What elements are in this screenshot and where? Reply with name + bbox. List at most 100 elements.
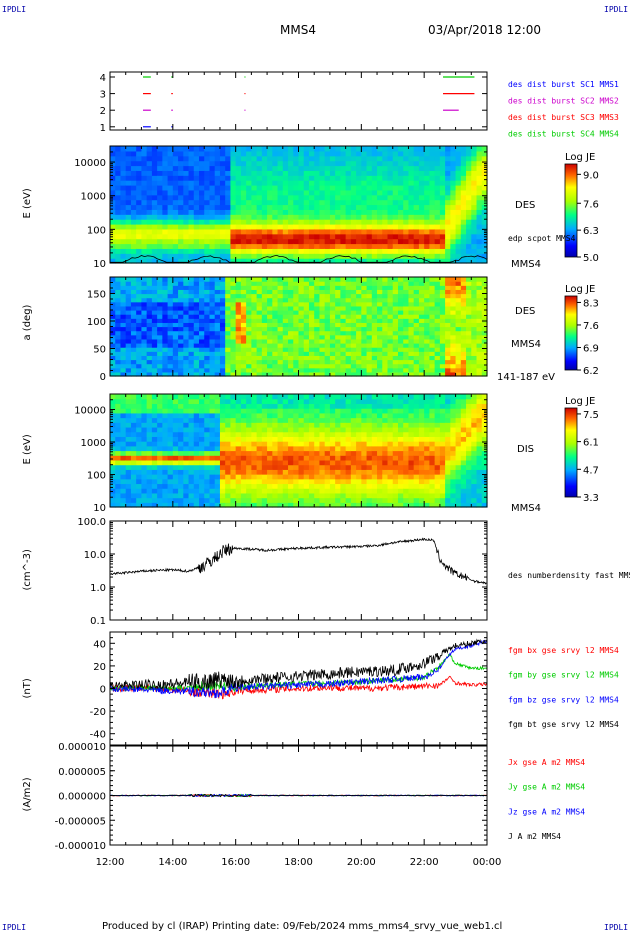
spectrogram-cell bbox=[193, 474, 200, 480]
spectrogram-cell bbox=[408, 355, 415, 361]
spectrogram-cell bbox=[361, 281, 368, 286]
spectrogram-cell bbox=[235, 464, 242, 470]
spectrogram-cell bbox=[392, 492, 399, 499]
spectrogram-cell bbox=[130, 243, 137, 249]
spectrogram-cell bbox=[366, 412, 373, 419]
spectrogram-cell bbox=[251, 450, 258, 456]
spectrogram-cell bbox=[151, 426, 158, 433]
spectrogram-cell bbox=[130, 194, 137, 201]
spectrogram-cell bbox=[193, 403, 200, 409]
spectrogram-cell bbox=[439, 347, 446, 352]
spectrogram-cell bbox=[434, 219, 441, 225]
spectrogram-cell bbox=[387, 277, 394, 282]
spectrogram-cell bbox=[413, 318, 420, 323]
spectrogram-cell bbox=[429, 305, 436, 311]
spectrogram-cell bbox=[235, 165, 242, 171]
spectrogram-cell bbox=[434, 318, 441, 323]
spectrogram-cell bbox=[314, 347, 321, 352]
spectrogram-cell bbox=[471, 155, 478, 162]
spectrogram-cell bbox=[293, 408, 300, 414]
spectrogram-cell bbox=[162, 502, 169, 508]
spectrogram-cell bbox=[366, 233, 373, 240]
spectrogram-cell bbox=[162, 214, 169, 220]
spectrogram-cell bbox=[214, 277, 221, 282]
spectrogram-cell bbox=[209, 258, 216, 264]
spectrogram-cell bbox=[324, 170, 331, 176]
spectrogram-cell bbox=[272, 310, 279, 315]
spectrogram-cell bbox=[199, 175, 205, 181]
spectrogram-cell bbox=[172, 464, 179, 470]
spectrogram-cell bbox=[424, 301, 431, 307]
spectrogram-cell bbox=[382, 455, 389, 461]
spectrogram-cell bbox=[282, 228, 289, 235]
spectrogram-cell bbox=[261, 394, 268, 400]
spectrogram-cell bbox=[450, 343, 457, 348]
spectrogram-cell bbox=[157, 160, 163, 167]
spectrogram-cell bbox=[298, 478, 305, 485]
spectrogram-cell bbox=[314, 238, 321, 245]
spectrogram-cell bbox=[151, 403, 158, 409]
spectrogram-cell bbox=[214, 488, 221, 494]
spectrogram-cell bbox=[387, 318, 394, 323]
spectrogram-cell bbox=[397, 478, 404, 485]
spectrogram-cell bbox=[413, 297, 420, 303]
spectrogram-cell bbox=[240, 363, 247, 369]
spectrogram-cell bbox=[261, 204, 268, 210]
spectrogram-cell bbox=[120, 214, 127, 220]
spectrogram-cell bbox=[439, 497, 446, 503]
spectrogram-cell bbox=[424, 441, 431, 447]
spectrogram-cell bbox=[130, 363, 137, 369]
spectrogram-cell bbox=[157, 180, 163, 186]
spectrogram-cell bbox=[298, 258, 305, 264]
spectrogram-cell bbox=[125, 209, 132, 215]
spectrogram-cell bbox=[225, 305, 232, 311]
spectrogram-cell bbox=[387, 224, 394, 230]
spectrogram-cell bbox=[329, 297, 336, 303]
spectrogram-cell bbox=[445, 253, 451, 259]
spectrogram-cell bbox=[230, 305, 237, 311]
spectrogram-cell bbox=[230, 318, 237, 323]
spectrogram-cell bbox=[335, 189, 341, 196]
spectrogram-cell bbox=[408, 258, 415, 264]
spectrogram-cell bbox=[204, 277, 211, 282]
spectrogram-cell bbox=[246, 455, 252, 461]
spectrogram-cell bbox=[377, 301, 383, 307]
spectrogram-cell bbox=[230, 351, 237, 356]
spectrogram-cell bbox=[418, 464, 425, 470]
spectrogram-cell bbox=[110, 371, 116, 377]
spectrogram-cell bbox=[418, 398, 425, 405]
spectrogram-cell bbox=[277, 417, 284, 423]
spectrogram-cell bbox=[230, 436, 237, 442]
spectrogram-cell bbox=[214, 170, 221, 176]
spectrogram-cell bbox=[157, 194, 163, 201]
spectrogram-cell bbox=[439, 455, 446, 461]
spectrogram-cell bbox=[277, 367, 284, 373]
spectrogram-cell bbox=[345, 502, 352, 508]
spectrogram-cell bbox=[434, 422, 441, 428]
spectrogram-cell bbox=[193, 343, 200, 348]
spectrogram-cell bbox=[277, 146, 284, 152]
spectrogram-cell bbox=[397, 297, 404, 303]
spectrogram-cell bbox=[219, 189, 226, 196]
spectrogram-cell bbox=[397, 170, 404, 176]
spectrogram-cell bbox=[366, 281, 373, 286]
spectrogram-cell bbox=[371, 209, 378, 215]
spectrogram-cell bbox=[366, 243, 373, 249]
spectrogram-cell bbox=[256, 189, 263, 196]
spectrogram-cell bbox=[445, 243, 451, 249]
spectrogram-cell bbox=[188, 492, 195, 499]
spectrogram-cell bbox=[392, 488, 399, 494]
spectrogram-cell bbox=[303, 459, 310, 466]
spectrogram-cell bbox=[350, 355, 357, 361]
spectrogram-cell bbox=[251, 150, 258, 157]
spectrogram-cell bbox=[209, 488, 216, 494]
spectrogram-cell bbox=[298, 199, 305, 206]
spectrogram-cell bbox=[199, 488, 205, 494]
spectrogram-cell bbox=[387, 403, 394, 409]
spectrogram-cell bbox=[371, 214, 378, 220]
spectrogram-cell bbox=[219, 289, 226, 295]
spectrogram-cell bbox=[424, 455, 431, 461]
spectrogram-cell bbox=[460, 359, 467, 365]
spectrogram-cell bbox=[476, 175, 483, 181]
spectrogram-cell bbox=[141, 238, 148, 245]
